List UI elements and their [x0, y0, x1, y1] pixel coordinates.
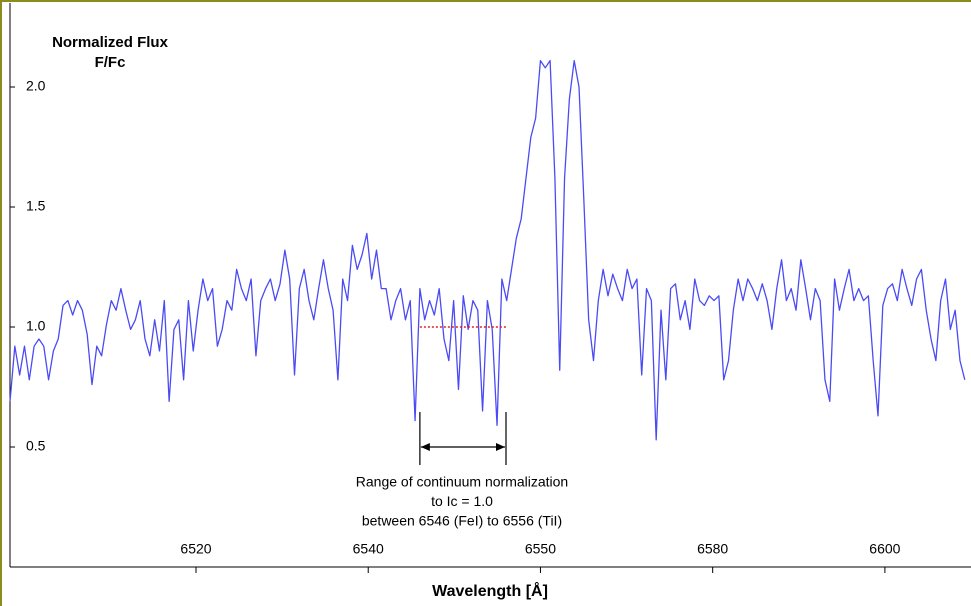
y-axis-label: Normalized Flux: [52, 34, 169, 51]
annotation-text: to Ic = 1.0: [431, 493, 493, 509]
y-tick-label: 1.0: [26, 318, 46, 334]
spectrum-line: [9, 59, 966, 441]
x-axis-label: Wavelength [Å]: [432, 581, 548, 600]
x-tick-label: 6600: [869, 541, 900, 557]
y-tick-label: 1.5: [26, 198, 46, 214]
annotation-text: Range of continuum normalization: [356, 474, 568, 490]
y-axis-label: F/Fc: [95, 54, 126, 71]
annotation-text: between 6546 (FeI) to 6556 (TiI): [362, 513, 562, 529]
arrow-head: [496, 443, 505, 451]
x-tick-label: 6520: [180, 541, 211, 557]
y-tick-label: 2.0: [26, 78, 46, 94]
x-tick-label: 6580: [697, 541, 728, 557]
arrow-head: [420, 443, 430, 451]
x-tick-label: 6540: [353, 541, 384, 557]
y-tick-label: 0.5: [26, 438, 46, 454]
x-tick-label: 6550: [525, 541, 556, 557]
